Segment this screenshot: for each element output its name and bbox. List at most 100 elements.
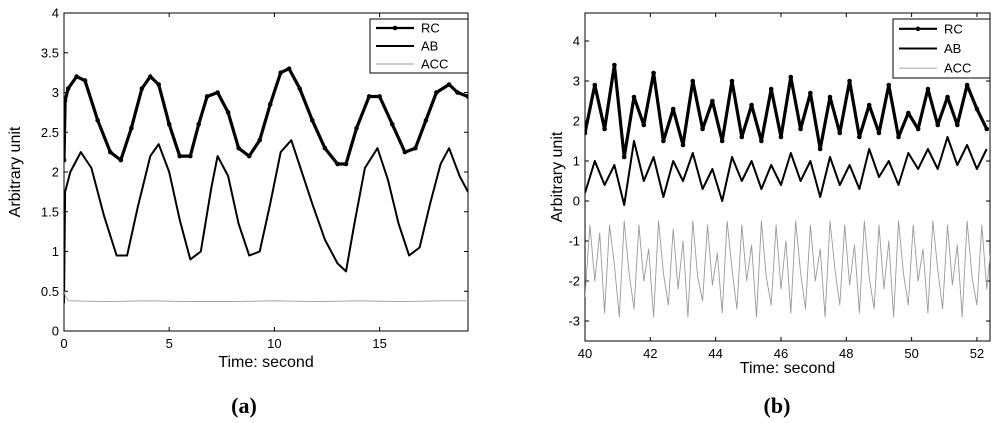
y-tick-label: -2: [568, 274, 580, 289]
data-point-rc: [286, 66, 292, 71]
data-point-rc: [808, 90, 813, 96]
data-point-rc: [906, 110, 911, 116]
data-point-rc: [343, 161, 349, 167]
data-point-rc: [309, 118, 315, 123]
data-point-rc: [204, 94, 210, 99]
y-tick-label: 3: [52, 85, 59, 100]
data-point-rc: [95, 118, 100, 123]
x-tick-label: 5: [166, 336, 173, 351]
data-point-rc: [366, 94, 372, 99]
data-point-rc: [700, 126, 705, 132]
legend-label-ab: AB: [421, 39, 438, 54]
data-point-rc: [886, 82, 892, 88]
data-point-rc: [354, 125, 359, 131]
data-point-rc: [768, 86, 774, 92]
data-point-rc: [602, 126, 607, 132]
data-point-rc: [788, 74, 794, 80]
data-point-rc: [156, 82, 161, 87]
data-point-rc: [759, 138, 764, 144]
data-point-rc: [257, 137, 262, 143]
x-tick-label: 40: [578, 346, 592, 361]
data-point-rc: [857, 134, 862, 140]
legend-label-ab: AB: [944, 41, 961, 56]
data-point-rc: [196, 122, 201, 127]
data-point-rc: [866, 102, 872, 108]
data-point-rc: [246, 153, 252, 159]
data-point-rc: [278, 70, 284, 75]
y-tick-label: 1.5: [41, 204, 59, 219]
data-point-rc: [729, 78, 735, 84]
data-point-rc: [236, 145, 241, 151]
data-point-rc: [225, 110, 231, 115]
data-point-rc: [710, 98, 715, 104]
data-point-rc: [413, 145, 418, 151]
data-point-rc: [847, 78, 852, 84]
series-line-acc: [585, 220, 990, 318]
data-point-rc: [778, 134, 784, 140]
x-tick-label: 46: [774, 346, 788, 361]
data-point-rc: [612, 62, 617, 68]
data-point-rc: [837, 130, 843, 136]
data-point-rc: [592, 82, 598, 88]
data-point-rc: [974, 106, 980, 112]
data-point-rc: [945, 94, 950, 100]
data-point-rc: [187, 153, 193, 159]
data-point-rc: [65, 86, 71, 91]
data-point-rc: [896, 134, 901, 140]
legend-marker-rc: [915, 26, 921, 32]
data-point-rc: [139, 86, 145, 91]
data-point-rc: [166, 122, 172, 127]
data-point-rc: [147, 74, 153, 79]
data-point-rc: [661, 138, 666, 144]
x-axis-title: Time: second: [740, 360, 835, 377]
series-line-ab: [585, 136, 988, 206]
y-tick-label: 1: [52, 244, 59, 259]
y-tick-label: 0.5: [41, 284, 59, 299]
data-point-rc: [64, 157, 67, 163]
data-point-rc: [377, 94, 382, 99]
x-tick-label: 0: [60, 336, 67, 351]
data-point-rc: [955, 122, 960, 128]
y-tick-label: 4: [573, 34, 580, 49]
y-tick-label: 3.5: [41, 45, 59, 60]
series-line-acc: [64, 291, 468, 303]
data-point-rc: [335, 161, 340, 167]
data-point-rc: [876, 130, 882, 136]
data-point-rc: [297, 86, 302, 91]
legend-marker-rc: [392, 25, 398, 31]
data-point-rc: [423, 118, 429, 123]
data-point-rc: [827, 94, 833, 100]
data-point-rc: [935, 122, 941, 128]
data-point-rc: [585, 130, 588, 136]
data-point-rc: [631, 94, 637, 100]
legend-label-acc: ACC: [421, 57, 448, 72]
series-line-ab: [64, 139, 468, 304]
y-tick-label: 2: [52, 165, 59, 180]
data-point-rc: [621, 154, 627, 160]
x-tick-label: 44: [708, 346, 722, 361]
data-point-rc: [670, 106, 676, 112]
data-point-rc: [129, 125, 134, 131]
y-tick-label: 3: [573, 74, 580, 89]
data-point-rc: [925, 86, 931, 92]
x-tick-label: 48: [839, 346, 853, 361]
data-point-rc: [446, 82, 452, 87]
legend-label-rc: RC: [944, 21, 963, 36]
data-point-rc: [749, 102, 754, 108]
data-point-rc: [215, 90, 220, 95]
panel-a-chart: 0 5 10 15 0 0.5 1 1.5 2 2.5 3 3.5 4 RC AB ACC Time: seco…: [7, 6, 469, 418]
panel-label: (b): [764, 393, 791, 418]
y-tick-label: -1: [568, 234, 580, 249]
y-tick-label: -3: [568, 314, 580, 329]
data-point-rc: [118, 157, 124, 163]
y-tick-label: 2: [573, 114, 580, 129]
data-point-rc: [389, 122, 395, 127]
y-tick-label: 0: [52, 324, 59, 339]
data-point-rc: [322, 145, 328, 151]
data-point-rc: [74, 74, 79, 79]
data-point-rc: [984, 126, 990, 132]
data-point-rc: [455, 90, 460, 95]
data-point-rc: [402, 149, 408, 155]
y-axis-title: Arbitrary unit: [549, 131, 566, 222]
